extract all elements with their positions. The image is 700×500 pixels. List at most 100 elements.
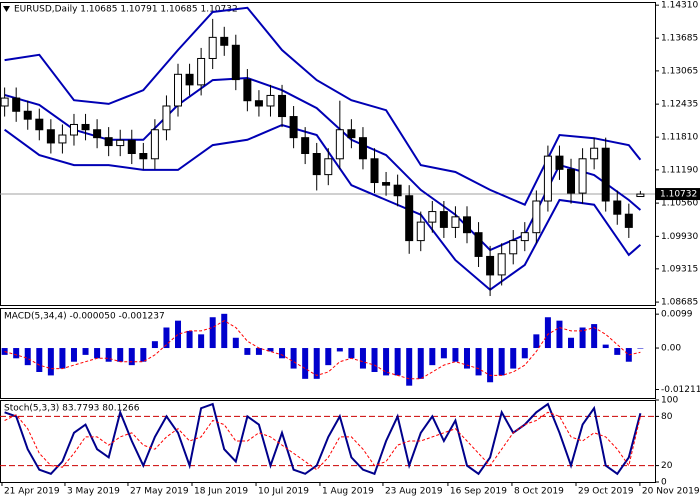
x-tick-label: 20 Nov 2019 [642, 487, 700, 497]
candle-body [382, 182, 391, 186]
candle-body [486, 255, 495, 276]
candle-body [116, 139, 125, 147]
candle-body [231, 44, 240, 81]
candle-body [23, 110, 32, 120]
bollinger-band [4, 6, 642, 206]
histogram-bar [128, 348, 135, 366]
candle-body [624, 213, 633, 228]
histogram-bar [198, 334, 205, 349]
candle-body [0, 97, 9, 107]
x-tick-label: 23 Aug 2019 [385, 487, 443, 497]
candle-body [567, 168, 576, 194]
candle-body [601, 147, 610, 202]
candle-body [312, 153, 321, 176]
macd-title: MACD(5,34,4) -0.000050 -0.001237 [4, 312, 165, 322]
candle-body [93, 129, 102, 139]
candle-body [254, 100, 263, 107]
y-tick-label: 100 [661, 396, 678, 406]
candle-body [451, 216, 460, 228]
candle-body [543, 155, 552, 202]
candle-body [370, 158, 379, 184]
candle-body [358, 137, 367, 160]
x-tick-label: 1 Aug 2019 [322, 487, 374, 497]
histogram-bar [221, 313, 228, 349]
candle-body [174, 73, 183, 107]
histogram-bar [302, 348, 309, 379]
y-tick-label: 1.12435 [661, 100, 698, 110]
y-tick-label: 0.00 [661, 344, 681, 354]
histogram-bar [348, 348, 355, 359]
histogram-bar [568, 337, 575, 349]
y-tick-label: 20 [661, 461, 673, 471]
histogram-bar [175, 320, 182, 349]
y-tick-label: 1.09930 [661, 232, 698, 242]
y-tick-label: 1.08685 [661, 298, 698, 308]
histogram-bar [556, 320, 563, 349]
y-tick-label: 1.13685 [661, 34, 698, 44]
candle-body [127, 139, 136, 154]
histogram-bar [290, 348, 297, 369]
bollinger-band [4, 76, 642, 252]
y-tick-label: 0.0099 [661, 310, 693, 320]
candle-body [266, 94, 275, 107]
y-tick-label: 1.13065 [661, 66, 698, 76]
candle-body [520, 232, 529, 242]
y-tick-label: 1.09315 [661, 264, 698, 274]
candle-body [12, 97, 21, 112]
histogram-bar [24, 348, 31, 366]
histogram-bar [186, 330, 193, 349]
y-tick-label: 1.14310 [661, 1, 698, 11]
histogram-bar [232, 337, 239, 349]
candle-body [208, 36, 217, 59]
histogram-bar [521, 348, 528, 359]
histogram-bar [383, 348, 390, 376]
histogram-bar [279, 348, 286, 359]
symbol-icon [3, 6, 10, 12]
histogram-bar [510, 348, 517, 369]
candle-body [555, 155, 564, 170]
histogram-bar [614, 348, 621, 355]
histogram-bar [406, 348, 413, 386]
histogram-bar [498, 348, 505, 376]
histogram-bar [151, 341, 158, 349]
x-tick-label: 10 Jul 2019 [258, 487, 309, 497]
candle-body [150, 129, 159, 160]
panel-frame [0, 400, 656, 483]
histogram-bar [209, 317, 216, 349]
y-tick-label: 1.11190 [661, 165, 698, 175]
candle-body [636, 193, 645, 198]
histogram-bar [94, 348, 101, 359]
x-tick-label: 16 Sep 2019 [450, 487, 507, 497]
candle-body [69, 123, 78, 136]
histogram-bar [591, 324, 598, 349]
candle-body [416, 221, 425, 242]
last-price-box [656, 188, 700, 201]
candle-body [243, 79, 252, 102]
x-tick-label: 8 Oct 2019 [514, 487, 564, 497]
histogram-bar [533, 334, 540, 349]
y-tick-label: 0 [661, 478, 667, 488]
candle-body [162, 105, 171, 131]
histogram-bar [140, 348, 147, 362]
candle-body [474, 232, 483, 257]
histogram-bar [475, 348, 482, 376]
histogram-bar [417, 348, 424, 379]
histogram-bar [267, 348, 274, 352]
histogram-bar [579, 327, 586, 349]
histogram-bar [325, 348, 332, 366]
stoch-title: Stoch(5,3,3) 83.7793 80.1266 [4, 404, 140, 414]
candle-body [289, 116, 298, 139]
histogram-bar [544, 317, 551, 349]
y-tick-label: 1.10560 [661, 199, 698, 209]
candle-body [509, 240, 518, 255]
histogram-bar [359, 348, 366, 369]
histogram-bar [452, 348, 459, 362]
candle-body [613, 200, 622, 215]
candle-body [301, 137, 310, 154]
histogram-bar [36, 348, 43, 372]
candle-body [278, 94, 287, 118]
histogram-bar [313, 348, 320, 379]
candle-body [497, 253, 506, 276]
